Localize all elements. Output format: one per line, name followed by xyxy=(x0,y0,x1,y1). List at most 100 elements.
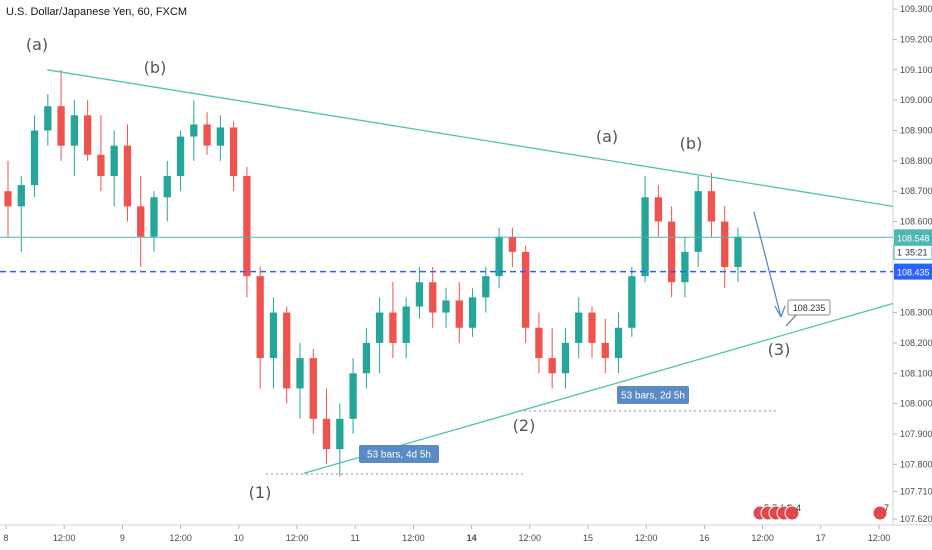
y-tick-label: 108.100 xyxy=(900,368,932,378)
wave-label: (b) xyxy=(144,58,167,77)
x-tick-label: 12:00 xyxy=(286,533,309,543)
candle-body xyxy=(455,300,463,328)
candle-body xyxy=(243,176,251,277)
x-tick-label: 15 xyxy=(583,533,593,543)
candle-body xyxy=(30,130,39,186)
candle-body xyxy=(83,115,92,155)
countdown-badge xyxy=(893,244,932,260)
y-tick-label: 109.200 xyxy=(900,34,932,44)
candle-body xyxy=(322,418,331,450)
trendline xyxy=(47,69,894,208)
y-tick-label: 108.300 xyxy=(900,308,932,318)
x-tick-label: 12:00 xyxy=(169,533,192,543)
measure-box xyxy=(359,445,439,463)
target-callout-label: 108.235 xyxy=(793,303,826,313)
candle-body xyxy=(694,191,702,252)
candle-body xyxy=(216,127,225,146)
candle-body xyxy=(415,282,424,307)
projection-arrow xyxy=(753,211,782,318)
candle-body xyxy=(429,282,437,313)
x-tick-label: 8 xyxy=(3,533,8,543)
candle-body xyxy=(721,221,729,268)
last-price-label: 108.548 xyxy=(897,233,930,243)
x-tick-label: 14 xyxy=(467,533,477,543)
candle-body xyxy=(163,176,171,198)
candle-body xyxy=(336,418,344,450)
x-tick-label: 12:00 xyxy=(751,533,774,543)
candle-body xyxy=(283,312,291,389)
candle-body xyxy=(667,221,676,283)
candle-body xyxy=(641,197,649,277)
candle-body xyxy=(110,145,118,177)
candle-body xyxy=(309,358,317,419)
event-flag-icon xyxy=(872,505,888,521)
candle-body xyxy=(4,191,12,207)
y-tick-label: 109.100 xyxy=(900,65,932,75)
callout-pointer xyxy=(785,313,798,327)
candle-body xyxy=(362,342,371,374)
candle-body xyxy=(176,136,185,177)
candle-body xyxy=(70,115,79,146)
wave-label: (b) xyxy=(680,134,703,153)
y-tick-label: 108.000 xyxy=(900,399,932,409)
candle-body xyxy=(654,197,663,222)
wave-label: (3) xyxy=(768,340,791,359)
candle-body xyxy=(575,312,583,343)
wave-label: (a) xyxy=(596,127,618,146)
y-tick-label: 107.900 xyxy=(900,429,932,439)
candle-body xyxy=(349,373,357,419)
candle-body xyxy=(256,276,264,359)
y-tick-label: 107.800 xyxy=(900,459,932,469)
candle-body xyxy=(521,251,530,328)
candle-body xyxy=(229,127,238,177)
x-tick-label: 17 xyxy=(816,533,826,543)
candle-body xyxy=(17,185,25,207)
candle-body xyxy=(137,206,145,237)
candle-body xyxy=(468,297,477,328)
projection-arrow-head xyxy=(774,305,786,318)
candle-body xyxy=(97,154,105,177)
candle-body xyxy=(389,312,397,343)
x-tick-label: 16 xyxy=(699,533,709,543)
candle-body xyxy=(442,300,450,313)
y-tick-label: 108.600 xyxy=(900,217,932,227)
y-tick-label: 108.900 xyxy=(900,125,932,135)
x-tick-label: 12:00 xyxy=(635,533,658,543)
x-tick-label: 9 xyxy=(120,533,125,543)
candle-body xyxy=(44,106,52,131)
candle-body xyxy=(535,327,543,359)
candle-body xyxy=(402,306,410,343)
measure-box xyxy=(617,386,689,404)
candle-body xyxy=(707,191,716,222)
x-tick-label: 12:00 xyxy=(53,533,76,543)
candle-body xyxy=(548,358,556,374)
candle-body xyxy=(296,358,304,389)
candle-body xyxy=(495,236,503,277)
target-callout-box xyxy=(787,299,831,316)
candle-body xyxy=(57,106,65,146)
measure-label: 53 bars, 2d 5h xyxy=(621,391,685,402)
measure-label: 53 bars, 4d 5h xyxy=(367,450,431,461)
y-tick-label: 107.620 xyxy=(900,514,932,524)
candle-body xyxy=(628,276,636,328)
x-tick-label: 12:00 xyxy=(519,533,542,543)
candle-body xyxy=(190,124,198,137)
candle-body xyxy=(508,236,517,252)
candle-body xyxy=(681,251,689,283)
event-count: 4 xyxy=(796,503,801,513)
candle-body xyxy=(614,327,623,359)
candle-body xyxy=(482,276,490,298)
wave-label: (1) xyxy=(249,483,272,502)
candle-body xyxy=(734,236,742,268)
y-tick-label: 108.200 xyxy=(900,338,932,348)
candle-body xyxy=(150,197,158,237)
y-tick-label: 109.300 xyxy=(900,4,932,14)
y-tick-label: 108.700 xyxy=(900,186,932,196)
x-tick-label: 12:00 xyxy=(402,533,425,543)
candle-body xyxy=(588,312,596,343)
dashed-level-label: 108.435 xyxy=(897,268,930,278)
event-count: 7 xyxy=(884,503,889,513)
y-tick-label: 108.800 xyxy=(900,156,932,166)
